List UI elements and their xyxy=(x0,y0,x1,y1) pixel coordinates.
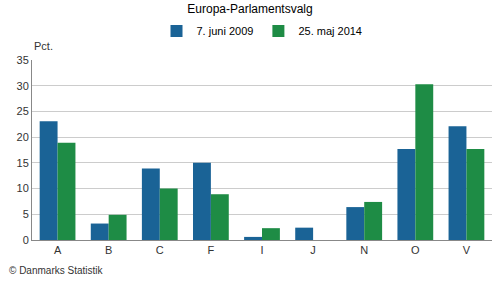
svg-text:B: B xyxy=(105,244,112,256)
svg-text:10: 10 xyxy=(17,182,29,194)
svg-text:25: 25 xyxy=(17,105,29,117)
svg-text:F: F xyxy=(208,244,215,256)
svg-text:30: 30 xyxy=(17,80,29,92)
svg-text:35: 35 xyxy=(17,54,29,66)
svg-text:25. maj 2014: 25. maj 2014 xyxy=(298,25,362,37)
svg-text:Pct.: Pct. xyxy=(34,40,53,52)
svg-text:I: I xyxy=(260,244,263,256)
svg-text:15: 15 xyxy=(17,157,29,169)
svg-text:5: 5 xyxy=(23,208,29,220)
svg-text:N: N xyxy=(360,244,368,256)
svg-text:© Danmarks Statistik: © Danmarks Statistik xyxy=(9,265,104,276)
svg-text:0: 0 xyxy=(23,234,29,246)
svg-text:A: A xyxy=(54,244,62,256)
svg-text:J: J xyxy=(310,244,316,256)
svg-text:O: O xyxy=(411,244,420,256)
svg-text:7. juni 2009: 7. juni 2009 xyxy=(197,25,254,37)
svg-text:20: 20 xyxy=(17,131,29,143)
svg-text:C: C xyxy=(156,244,164,256)
svg-text:V: V xyxy=(463,244,471,256)
svg-text:Europa-Parlamentsvalg: Europa-Parlamentsvalg xyxy=(187,2,312,16)
